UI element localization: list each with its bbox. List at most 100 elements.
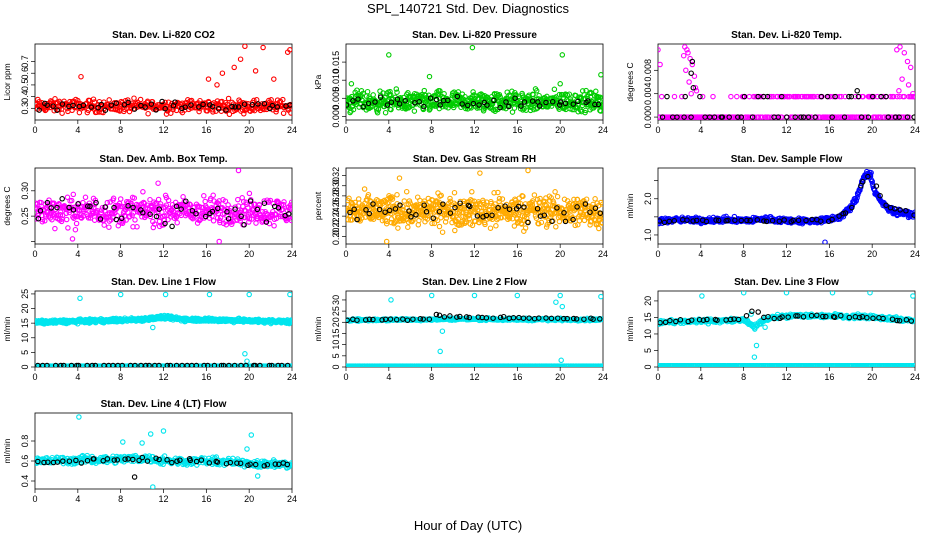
data-point — [790, 217, 796, 224]
data-point — [883, 202, 889, 209]
y-tick-label: 20 — [331, 317, 341, 327]
data-point — [795, 93, 802, 100]
data-point — [522, 201, 529, 207]
data-point — [59, 110, 65, 116]
data-point — [397, 202, 403, 208]
data-point — [435, 209, 442, 216]
data-point — [35, 215, 42, 222]
data-point — [435, 207, 442, 214]
data-point — [225, 95, 232, 102]
y-tick-label: 0.004 — [643, 82, 653, 105]
data-point — [280, 110, 287, 117]
data-point — [664, 93, 670, 100]
data-point — [741, 93, 748, 100]
data-point — [382, 209, 388, 215]
data-point — [396, 101, 403, 107]
data-point — [162, 105, 168, 112]
data-point — [761, 218, 767, 224]
data-point — [491, 97, 497, 104]
data-point — [49, 216, 55, 223]
data-point — [164, 362, 171, 367]
y-tick-label: 0.7 — [20, 55, 30, 68]
data-point — [511, 223, 518, 229]
data-point — [901, 50, 908, 56]
data-point — [118, 215, 125, 222]
data-point — [452, 227, 458, 234]
data-point — [192, 208, 198, 214]
data-point — [685, 50, 691, 56]
points-layer — [658, 168, 915, 244]
data-point — [506, 103, 512, 110]
data-point — [60, 362, 67, 367]
data-point — [159, 98, 165, 105]
data-point — [411, 108, 418, 114]
panel-3: Stan. Dev. Li-820 Temp.degrees C0 4 8 12 16 2… — [625, 30, 920, 135]
data-point — [550, 200, 557, 206]
data-point — [351, 206, 357, 213]
data-point — [240, 198, 247, 205]
panel-title: Stan. Dev. Li-820 Temp. — [731, 30, 842, 41]
points-layer — [346, 292, 603, 367]
x-tick-label: 0 — [32, 372, 37, 382]
data-point — [537, 195, 543, 202]
data-point — [160, 221, 167, 228]
y-tick-label: 0.30 — [331, 177, 341, 195]
y-tick-label: 5 — [331, 353, 341, 358]
data-point — [585, 98, 591, 104]
data-point — [363, 207, 369, 213]
data-point — [841, 114, 848, 120]
data-point — [256, 202, 263, 208]
data-point — [156, 206, 162, 212]
data-point — [387, 210, 394, 217]
data-point — [693, 217, 700, 224]
x-tick-label: 20 — [555, 125, 565, 135]
data-point — [439, 229, 446, 235]
data-point — [598, 219, 603, 226]
data-point — [87, 215, 94, 221]
data-point — [493, 223, 499, 229]
data-point — [880, 93, 886, 100]
data-point — [471, 292, 478, 299]
y-tick-label: 15 — [331, 328, 341, 338]
x-tick-label: 0 — [32, 249, 37, 259]
data-point — [235, 168, 242, 174]
data-point — [140, 189, 146, 195]
x-tick-label: 16 — [512, 372, 522, 382]
data-point — [354, 216, 360, 223]
data-point — [275, 362, 281, 367]
data-point — [552, 189, 558, 195]
data-point — [849, 204, 855, 211]
data-point — [764, 93, 771, 100]
data-point — [145, 110, 151, 117]
x-tick-label: 24 — [287, 372, 297, 382]
data-point — [818, 93, 825, 100]
data-point — [818, 218, 824, 224]
data-point — [518, 103, 524, 109]
data-point — [430, 215, 436, 221]
data-point — [372, 99, 378, 105]
data-point — [853, 198, 859, 204]
x-tick-label: 0 — [343, 125, 348, 135]
data-point — [209, 208, 216, 215]
x-tick-label: 24 — [910, 125, 920, 135]
data-point — [732, 217, 738, 224]
x-tick-label: 0 — [343, 372, 348, 382]
data-point — [102, 107, 109, 113]
data-point — [487, 225, 494, 231]
data-point — [904, 114, 911, 120]
data-point — [776, 218, 783, 225]
y-tick-label: 20 — [20, 304, 30, 314]
data-point — [403, 188, 410, 195]
data-point — [232, 204, 238, 210]
data-point — [394, 192, 400, 198]
data-point — [899, 76, 905, 82]
data-point — [347, 209, 353, 216]
data-point — [449, 95, 455, 101]
data-point — [422, 92, 429, 99]
data-point — [848, 93, 855, 100]
y-tick-label: 0.26 — [331, 197, 341, 215]
data-point — [863, 114, 870, 120]
data-point — [267, 197, 274, 204]
data-point — [102, 208, 108, 214]
